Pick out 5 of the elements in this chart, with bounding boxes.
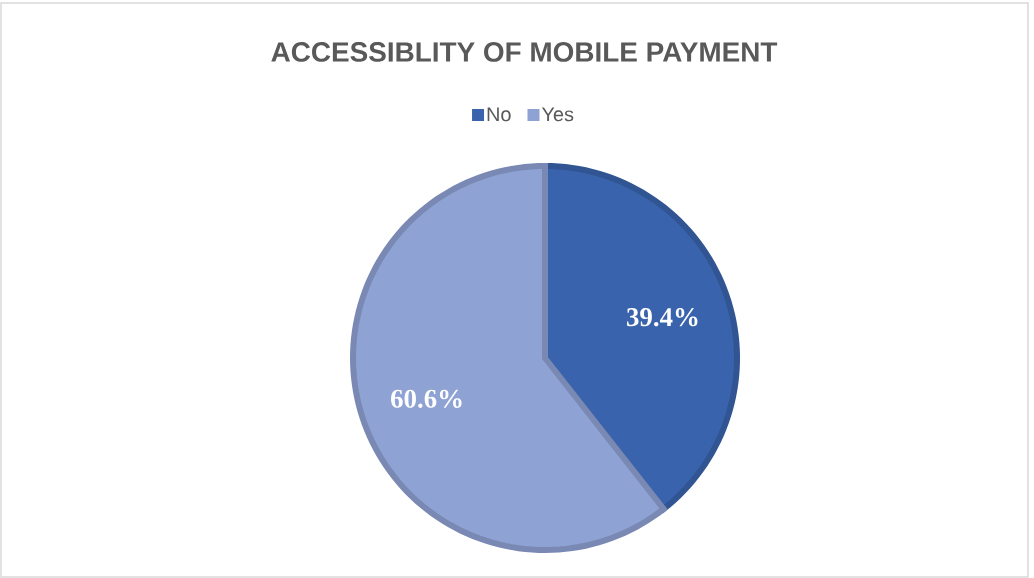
legend-label: No xyxy=(487,107,511,122)
data-label: 39.4% xyxy=(626,308,698,327)
legend-label: Yes xyxy=(541,107,574,122)
chart-title: ACCESSIBLITY OF MOBILE PAYMENT xyxy=(271,42,778,62)
data-label: 60.6% xyxy=(391,389,462,408)
